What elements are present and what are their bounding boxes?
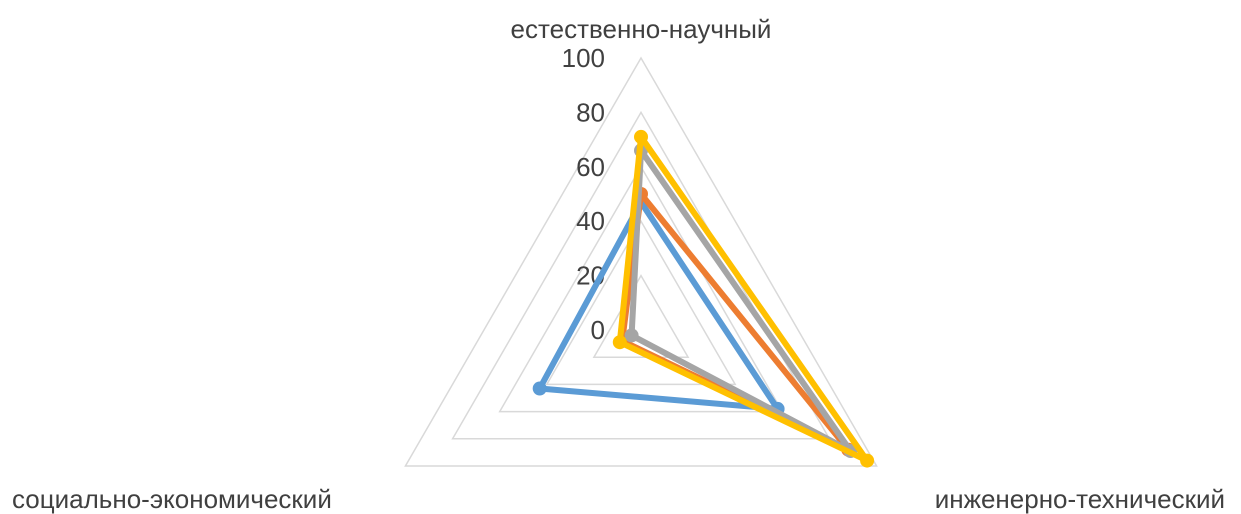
radial-tick-label: 80 (576, 97, 605, 127)
category-label: социально-экономический (12, 484, 332, 514)
radar-series (532, 129, 875, 468)
series-4-point (860, 453, 875, 468)
radial-tick-label: 0 (591, 315, 605, 345)
grid-ring-60 (498, 165, 784, 413)
grid-ring-100 (404, 56, 878, 467)
radial-tick-label: 60 (576, 152, 605, 182)
series-1-line (536, 199, 781, 412)
grid-ring-40 (545, 219, 737, 386)
radial-tick-label: 40 (576, 206, 605, 236)
series-1-point (532, 381, 547, 396)
radial-tick-label: 100 (562, 43, 605, 73)
series-4-point (634, 129, 648, 144)
category-label: инженерно-технический (935, 484, 1225, 514)
category-label: естественно-научный (511, 14, 772, 44)
series-4-line (616, 133, 871, 464)
category-labels: естественно-научный инженерно-технический… (12, 14, 1225, 514)
series-3-line (628, 147, 854, 454)
grid-ring-20 (592, 274, 690, 358)
series-3-point (624, 328, 639, 343)
radar-grid (404, 56, 878, 467)
series-4-point (612, 335, 627, 350)
